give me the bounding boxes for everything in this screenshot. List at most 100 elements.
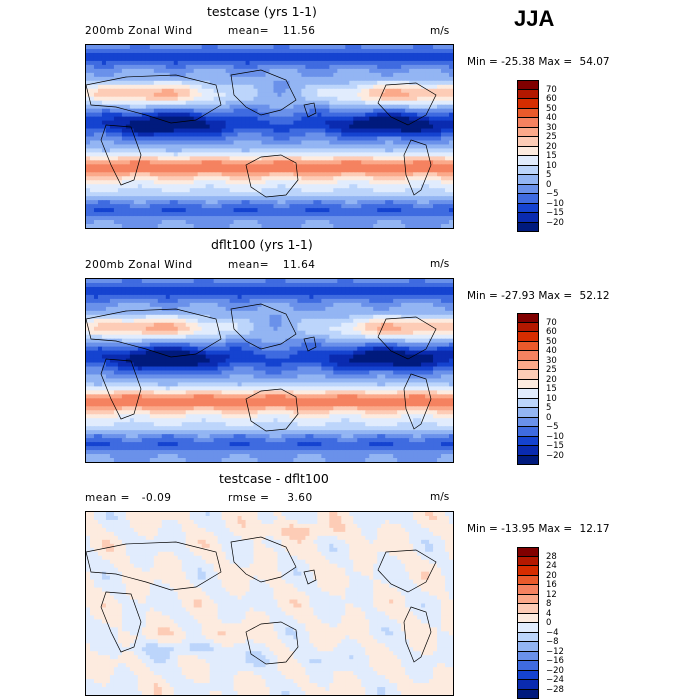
field-cell — [113, 192, 119, 197]
field-cell — [137, 52, 143, 58]
field-cell — [149, 80, 155, 86]
field-cell — [209, 148, 215, 154]
field-cell — [381, 180, 386, 185]
field-cell — [389, 45, 394, 50]
field-cell — [277, 216, 283, 221]
field-cell — [265, 120, 271, 126]
field-cell — [441, 212, 446, 217]
field-cell — [345, 200, 350, 205]
field-cell — [309, 286, 314, 292]
field-cell — [369, 184, 374, 189]
field-cell — [369, 48, 374, 54]
field-cell — [225, 188, 231, 193]
field-cell — [317, 192, 322, 197]
field-cell — [281, 88, 287, 94]
field-cell — [185, 306, 191, 312]
field-cell — [305, 164, 310, 169]
field-cell — [289, 286, 295, 292]
field-cell — [429, 208, 434, 213]
field-cell — [361, 148, 366, 154]
field-cell — [109, 290, 115, 296]
field-cell — [185, 148, 191, 154]
field-cell — [389, 184, 394, 189]
field-cell — [201, 156, 207, 161]
field-cell — [129, 148, 135, 154]
field-cell — [129, 164, 135, 169]
field-cell — [373, 60, 378, 66]
field-cell — [413, 212, 418, 217]
field-cell — [293, 100, 299, 106]
field-cell — [261, 96, 267, 102]
field-cell — [445, 124, 450, 130]
field-cell — [225, 212, 231, 217]
field-cell — [149, 72, 155, 78]
field-cell — [225, 60, 231, 66]
field-cell — [205, 184, 211, 189]
field-cell — [189, 306, 195, 312]
field-cell — [209, 112, 215, 118]
field-cell — [249, 164, 255, 169]
field-cell — [221, 72, 227, 78]
field-cell — [273, 294, 279, 300]
field-cell — [413, 302, 418, 308]
field-cell — [409, 282, 414, 288]
field-cell — [337, 100, 342, 106]
field-cell — [169, 68, 175, 74]
field-cell — [265, 116, 271, 122]
field-cell — [153, 84, 159, 90]
field-cell — [241, 104, 247, 110]
field-cell — [213, 220, 219, 225]
field-cell — [121, 208, 127, 213]
field-cell — [153, 184, 159, 189]
field-cell — [445, 116, 450, 122]
field-cell — [441, 282, 446, 288]
field-cell — [157, 132, 163, 138]
field-cell — [185, 294, 191, 300]
field-cell — [93, 294, 99, 300]
field-cell — [429, 72, 434, 78]
field-cell — [445, 52, 450, 58]
field-cell — [253, 208, 259, 213]
field-cell — [377, 144, 382, 150]
field-cell — [89, 72, 95, 78]
field-cell — [137, 140, 143, 146]
field-cell — [421, 184, 426, 189]
field-cell — [137, 220, 143, 225]
field-cell — [377, 68, 382, 74]
field-cell — [317, 96, 322, 102]
field-cell — [313, 136, 318, 142]
field-cell — [97, 176, 103, 181]
field-cell — [353, 116, 358, 122]
field-cell — [105, 84, 111, 90]
field-cell — [417, 88, 422, 94]
coastline — [86, 74, 222, 124]
field-cell — [405, 294, 410, 300]
field-cell — [377, 148, 382, 154]
field-cell — [365, 196, 370, 201]
field-cell — [365, 68, 370, 74]
field-cell — [381, 104, 386, 110]
field-cell — [301, 156, 306, 161]
field-cell — [117, 68, 123, 74]
field-cell — [201, 184, 207, 189]
field-cell — [121, 188, 127, 193]
field-cell — [177, 290, 183, 296]
field-cell — [417, 156, 422, 161]
field-cell — [301, 88, 306, 94]
field-cell — [321, 200, 326, 205]
field-cell — [305, 148, 310, 154]
field-cell — [205, 196, 211, 201]
field-cell — [109, 140, 115, 146]
field-cell — [317, 180, 322, 185]
field-cell — [181, 112, 187, 118]
field-cell — [185, 188, 191, 193]
colorbar-swatch — [517, 80, 539, 90]
field-cell — [137, 45, 143, 50]
field-cell — [177, 184, 183, 189]
field-cell — [333, 152, 338, 157]
field-cell — [421, 294, 426, 300]
field-cell — [93, 208, 99, 213]
field-cell — [269, 156, 275, 161]
field-cell — [185, 88, 191, 94]
field-cell — [117, 92, 123, 98]
